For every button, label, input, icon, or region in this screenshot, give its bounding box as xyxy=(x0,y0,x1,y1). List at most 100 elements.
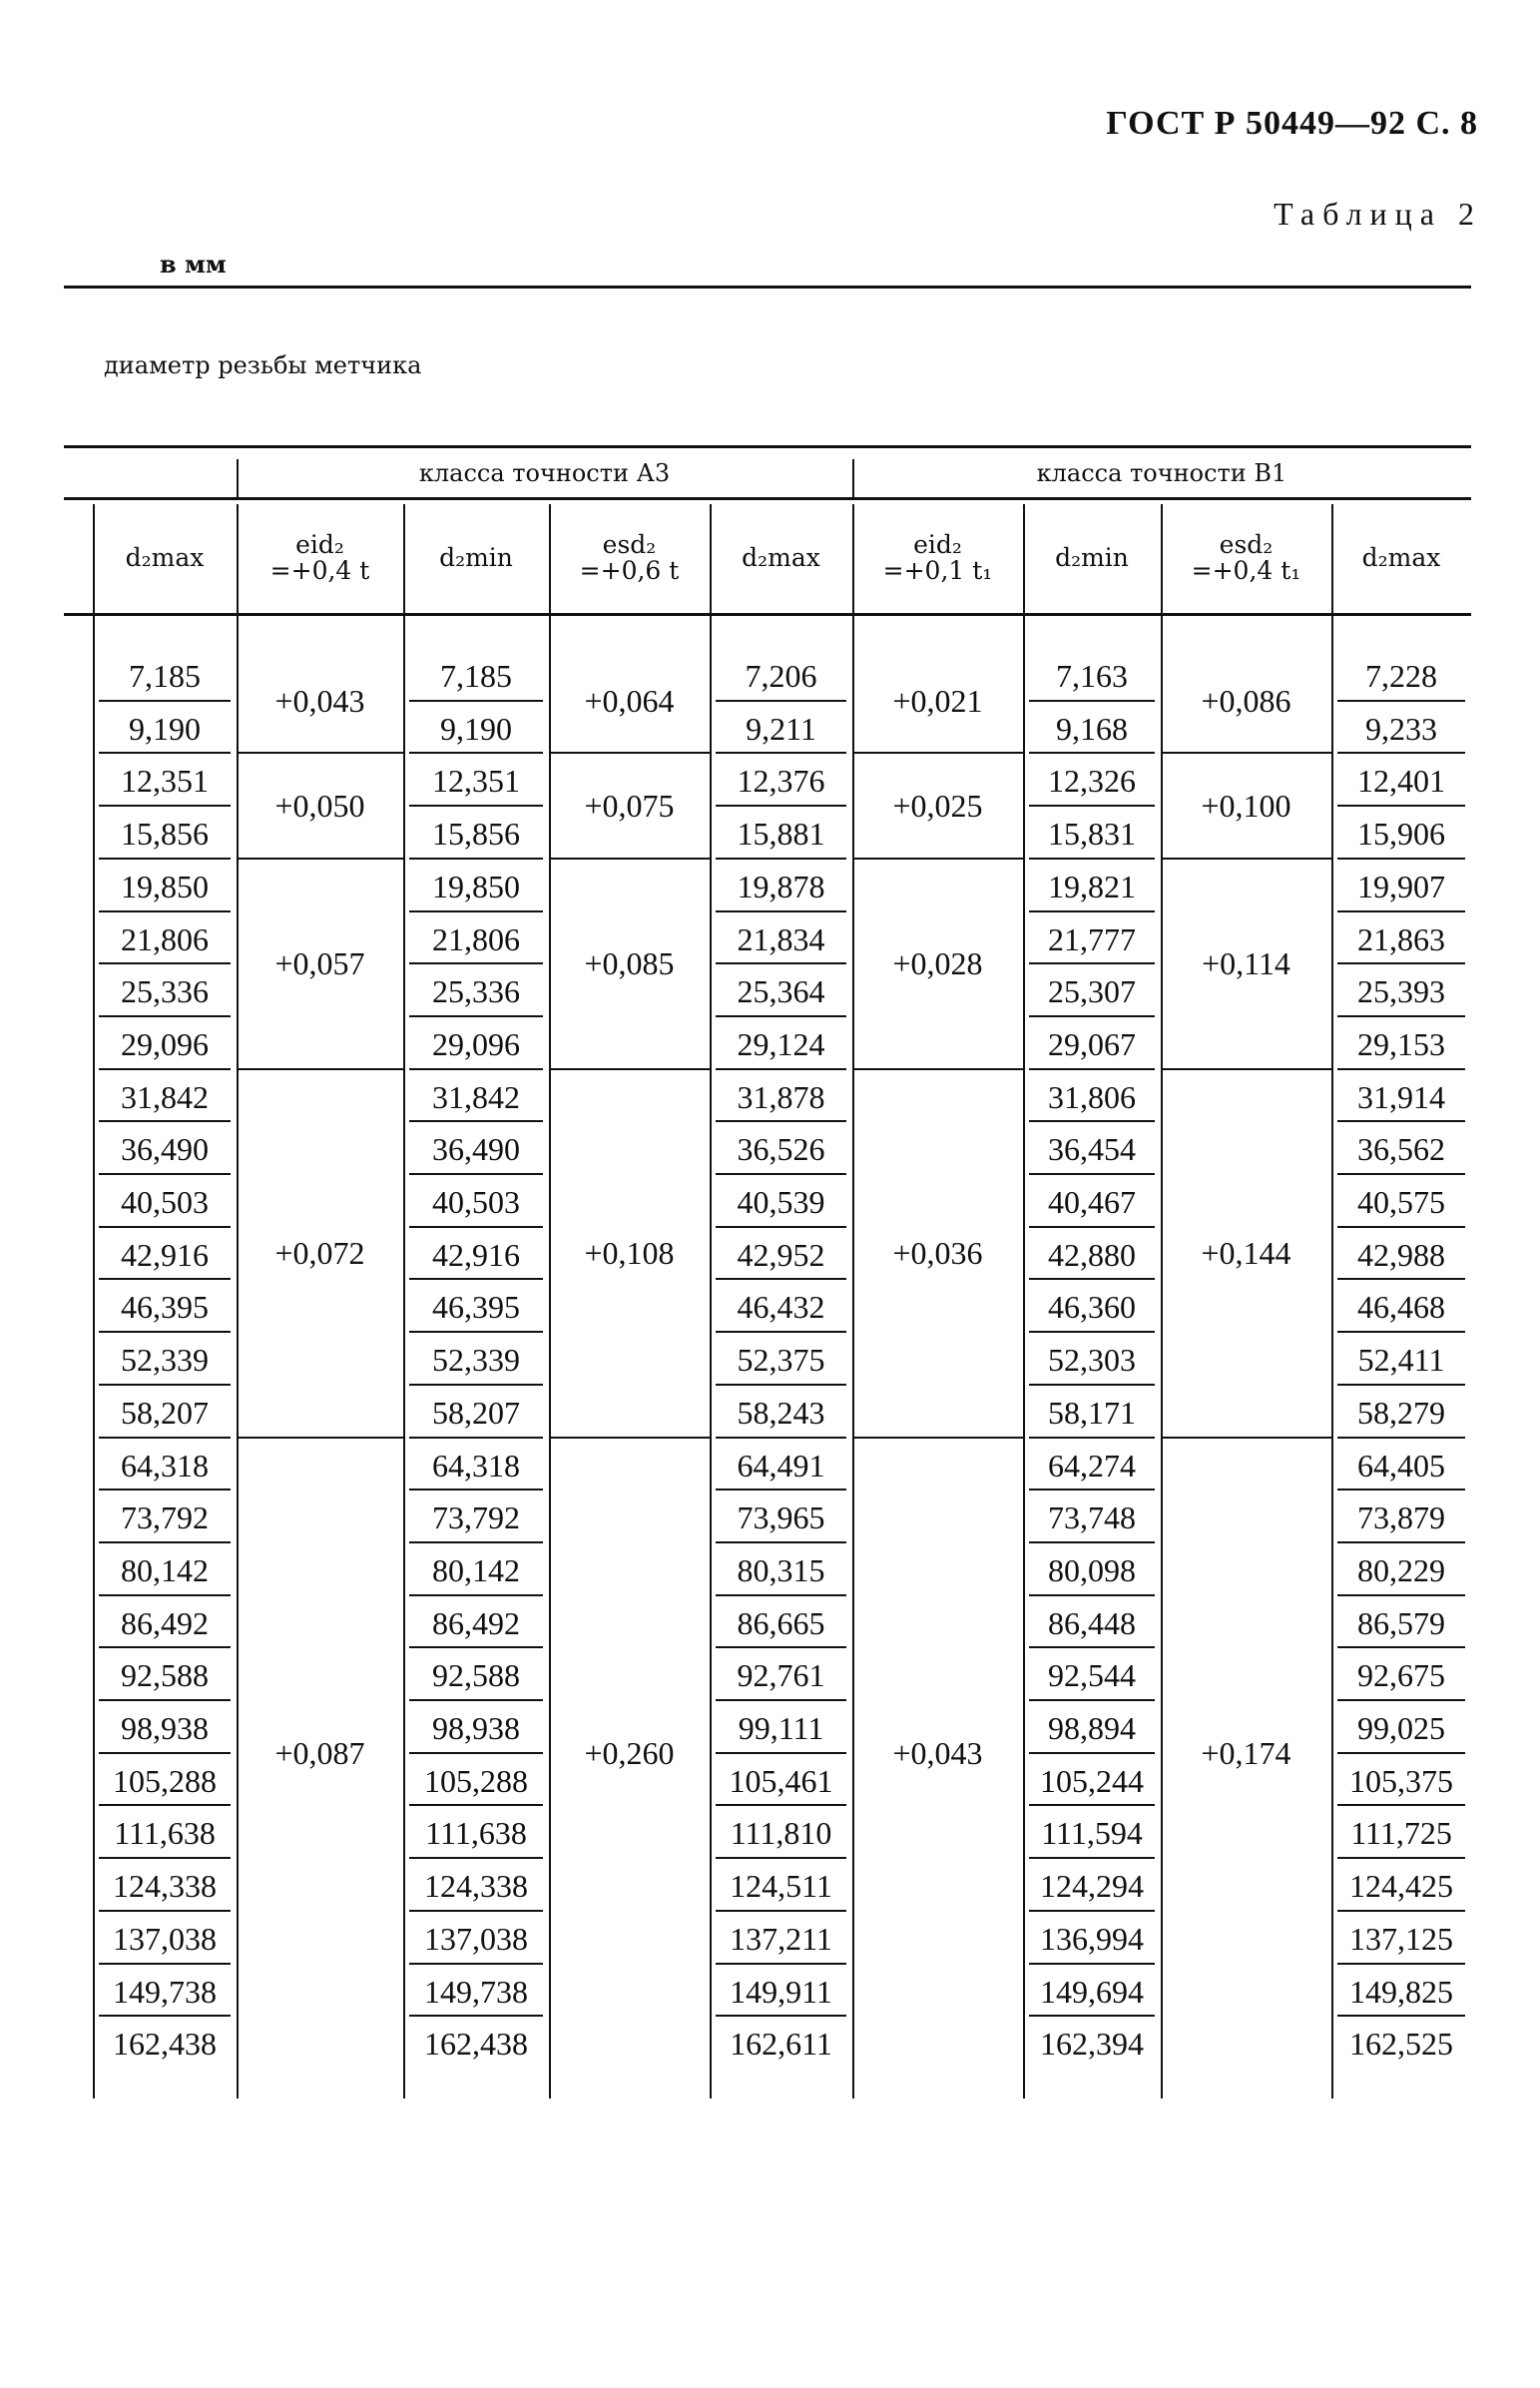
tolerance-cell: +0,057 xyxy=(274,945,365,982)
table-cell: 137,125 xyxy=(1349,1920,1453,1957)
column-header-line: =+0,1 t₁ xyxy=(882,556,993,585)
cell-underline xyxy=(1337,805,1465,808)
table-cell: 86,492 xyxy=(432,1604,520,1641)
cell-underline xyxy=(1029,752,1155,755)
table-cell: 7,185 xyxy=(129,658,201,694)
column-divider xyxy=(237,504,239,2098)
cell-underline xyxy=(1029,1173,1155,1175)
table-cell: 31,914 xyxy=(1357,1078,1445,1115)
table-cell: 149,738 xyxy=(424,1973,528,2010)
cell-underline xyxy=(716,1489,846,1492)
top-rule xyxy=(64,286,1471,289)
table-cell: 86,665 xyxy=(737,1604,825,1641)
tolerance-cell: +0,174 xyxy=(1201,1734,1291,1771)
table-cell: 15,856 xyxy=(432,816,520,853)
cell-underline xyxy=(99,1857,231,1860)
column-header: esd₂ =+0,6 t xyxy=(549,504,710,612)
table-cell: 25,364 xyxy=(737,973,825,1010)
table-cell: 64,274 xyxy=(1048,1447,1136,1484)
cell-underline xyxy=(99,1436,231,1439)
cell-underline xyxy=(409,1489,543,1492)
cell-underline xyxy=(716,752,846,755)
table-cell: 21,806 xyxy=(432,920,520,957)
table-cell: 42,916 xyxy=(121,1236,209,1273)
table-cell: 40,503 xyxy=(432,1184,520,1220)
table-cell: 12,376 xyxy=(737,763,825,800)
cell-underline xyxy=(409,1751,543,1754)
cell-underline xyxy=(99,1067,231,1070)
table-cell: 46,395 xyxy=(121,1289,209,1326)
cell-underline xyxy=(716,1593,846,1596)
group-divider xyxy=(1161,1436,1331,1439)
table-cell: 73,792 xyxy=(432,1499,520,1536)
cell-underline xyxy=(716,857,846,860)
column-header-line: d₂max xyxy=(1361,542,1441,572)
table-cell: 40,575 xyxy=(1357,1184,1445,1220)
cell-underline xyxy=(1029,1436,1155,1439)
table-cell: 21,834 xyxy=(737,920,825,957)
tolerance-cell: +0,260 xyxy=(584,1734,675,1771)
table-cell: 9,190 xyxy=(440,710,512,747)
cell-underline xyxy=(1337,909,1465,912)
table-cell: 99,025 xyxy=(1357,1710,1445,1746)
table-cell: 80,229 xyxy=(1357,1551,1445,1588)
column-header-line: =+0,4 t xyxy=(269,556,370,585)
table-cell: 9,190 xyxy=(129,710,201,747)
cell-underline xyxy=(1337,752,1465,755)
cell-underline xyxy=(1337,1593,1465,1596)
table-cell: 92,544 xyxy=(1048,1657,1136,1694)
group-divider xyxy=(1161,857,1331,860)
group-divider xyxy=(237,752,403,755)
table-cell: 98,894 xyxy=(1048,1710,1136,1746)
table-cell: 98,938 xyxy=(432,1710,520,1746)
column-header-line: d₂max xyxy=(742,542,820,572)
cell-underline xyxy=(1029,909,1155,912)
cell-underline xyxy=(1029,1489,1155,1492)
table-cell: 29,096 xyxy=(432,1025,520,1062)
column-header-line: esd₂ xyxy=(1219,529,1274,559)
cell-underline xyxy=(409,1436,543,1439)
cell-underline xyxy=(99,805,231,808)
table-cell: 12,401 xyxy=(1357,763,1445,800)
table-cell: 31,806 xyxy=(1048,1078,1136,1115)
cell-underline xyxy=(716,1751,846,1754)
table-cell: 105,375 xyxy=(1349,1762,1453,1799)
group-divider xyxy=(1161,1067,1331,1070)
table-cell: 124,338 xyxy=(113,1868,217,1905)
table-cell: 86,579 xyxy=(1357,1604,1445,1641)
table-cell: 15,856 xyxy=(121,816,209,853)
cell-underline xyxy=(1029,1540,1155,1543)
vline xyxy=(852,459,854,497)
column-header: d₂max xyxy=(1331,504,1471,612)
tolerance-cell: +0,087 xyxy=(274,1734,365,1771)
cell-underline xyxy=(716,1699,846,1701)
column-divider xyxy=(1331,504,1333,2098)
cell-underline xyxy=(1337,1540,1465,1543)
table-cell: 36,490 xyxy=(432,1131,520,1168)
table-cell: 137,038 xyxy=(424,1920,528,1957)
table-cell: 7,185 xyxy=(440,658,512,694)
cell-underline xyxy=(1029,2015,1155,2018)
column-header: d₂min xyxy=(1023,504,1161,612)
cell-underline xyxy=(716,1540,846,1543)
table-cell: 111,638 xyxy=(425,1815,527,1852)
table-cell: 25,393 xyxy=(1357,973,1445,1010)
cell-underline xyxy=(409,857,543,860)
table-cell: 64,318 xyxy=(432,1447,520,1484)
cell-underline xyxy=(1029,1699,1155,1701)
table-cell: 105,244 xyxy=(1040,1762,1144,1799)
column-header-line: d₂min xyxy=(1055,542,1129,572)
cell-underline xyxy=(1337,1225,1465,1228)
vline xyxy=(237,459,239,497)
table-cell: 46,395 xyxy=(432,1289,520,1326)
table-cell: 99,111 xyxy=(738,1710,824,1746)
cell-underline xyxy=(99,1909,231,1912)
cell-underline xyxy=(716,1067,846,1070)
cell-underline xyxy=(1029,1646,1155,1649)
column-header-line: esd₂ xyxy=(602,529,657,559)
group-divider xyxy=(237,857,403,860)
table-cell: 29,096 xyxy=(121,1025,209,1062)
tolerance-cell: +0,064 xyxy=(584,682,675,719)
table-cell: 86,492 xyxy=(121,1604,209,1641)
table-cell: 19,821 xyxy=(1048,868,1136,904)
